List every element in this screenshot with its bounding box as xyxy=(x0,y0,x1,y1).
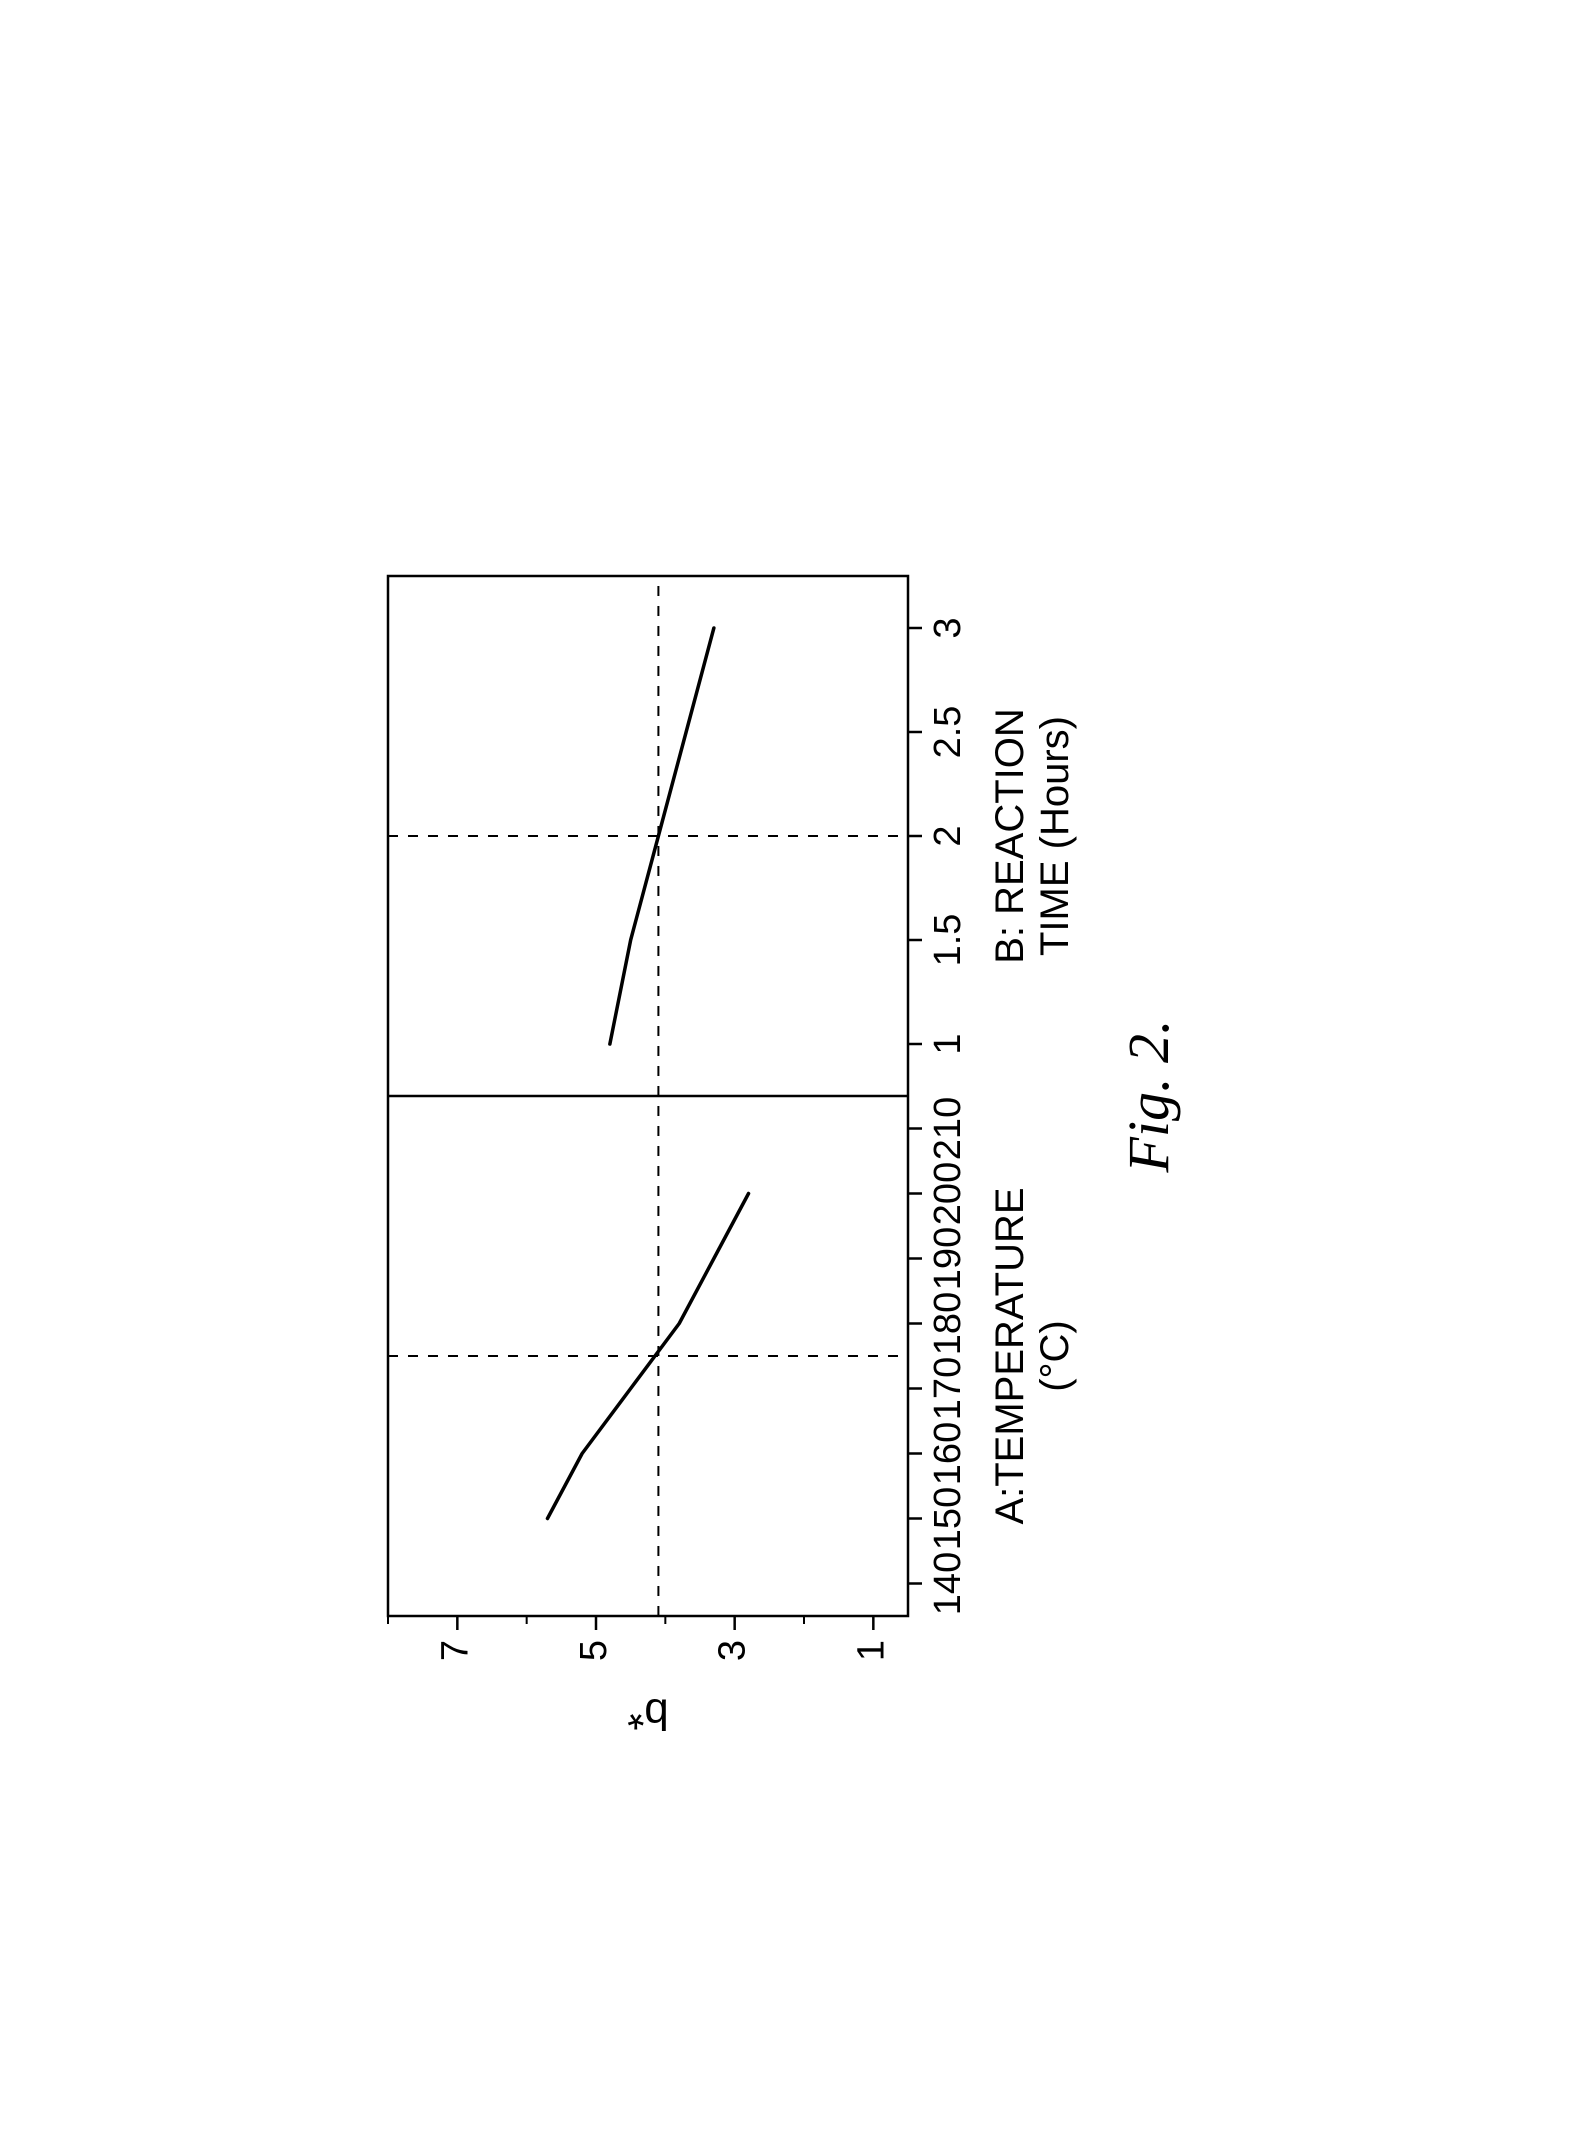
x-tick-label-b: 2 xyxy=(927,825,969,846)
main-effects-chart: 1 3 5 7 b* 140150160170180190200210 1 1.5 2 2.5 3 A… xyxy=(348,376,1248,1776)
x-tick-label-a: 190 xyxy=(927,1226,969,1289)
y-axis-label: b* xyxy=(627,1689,669,1738)
x-axis-label-b-line1: B: REACTION xyxy=(988,708,1032,964)
figure-caption: Fig. 2. xyxy=(1116,1019,1181,1173)
x-tick-label-a: 200 xyxy=(927,1161,969,1224)
x-tick-label-b: 1 xyxy=(927,1033,969,1054)
y-tick-label: 7 xyxy=(434,1640,476,1661)
x-tick-label-b: 1.5 xyxy=(927,913,969,966)
x-tick-label-b: 2.5 xyxy=(927,705,969,758)
x-tick-label-b: 3 xyxy=(927,617,969,638)
figure-container: 1 3 5 7 b* 140150160170180190200210 1 1.5 2 2.5 3 A… xyxy=(348,376,1248,1776)
x-tick-label-a: 180 xyxy=(927,1291,969,1354)
x-tick-label-a: 150 xyxy=(927,1486,969,1549)
x-axis-label-a-line1: A:TEMPERATURE xyxy=(988,1187,1032,1524)
x-axis-label-a-line2: (°C) xyxy=(1033,1320,1077,1392)
x-tick-label-a: 210 xyxy=(927,1096,969,1159)
y-tick-label: 1 xyxy=(850,1640,892,1661)
x-tick-label-a: 170 xyxy=(927,1356,969,1419)
x-tick-label-a: 160 xyxy=(927,1421,969,1484)
y-tick-label: 3 xyxy=(711,1640,753,1661)
x-tick-label-a: 140 xyxy=(927,1551,969,1614)
y-tick-label: 5 xyxy=(573,1640,615,1661)
x-axis-label-b-line2: TIME (Hours) xyxy=(1033,716,1077,956)
